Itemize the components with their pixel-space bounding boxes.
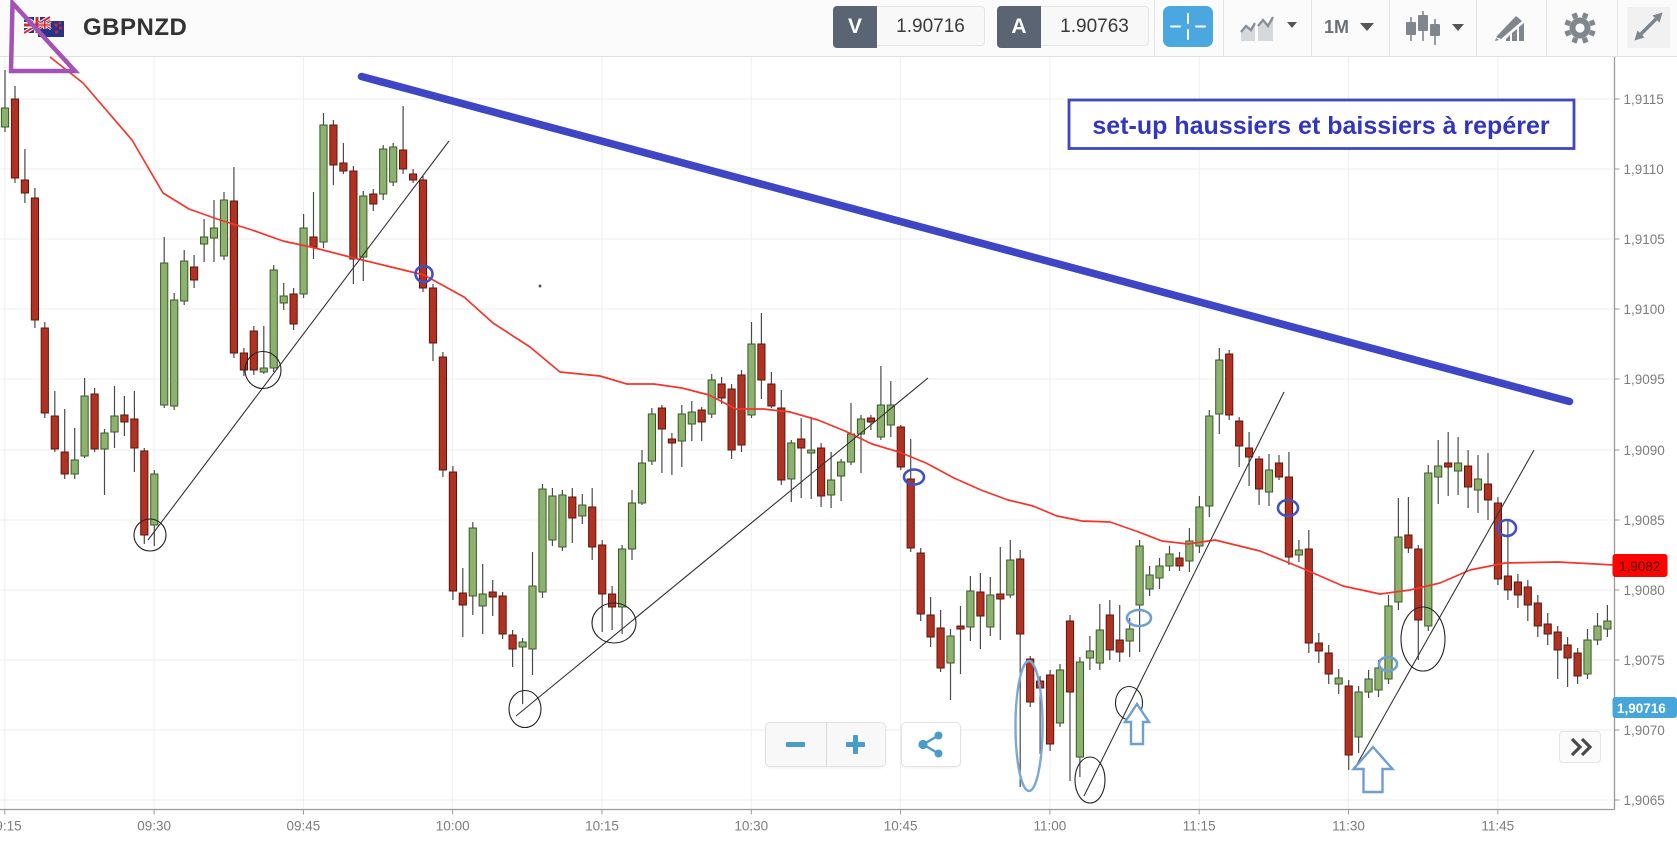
svg-text:11:00: 11:00	[1034, 819, 1067, 834]
svg-text:1,9100: 1,9100	[1624, 302, 1665, 317]
svg-text:1,9090: 1,9090	[1624, 443, 1665, 458]
svg-text:1,9065: 1,9065	[1624, 793, 1665, 808]
svg-text:1,9075: 1,9075	[1624, 653, 1665, 668]
svg-text:1,9115: 1,9115	[1624, 92, 1664, 107]
svg-text:1,90716: 1,90716	[1617, 701, 1666, 716]
svg-text:11:30: 11:30	[1332, 819, 1365, 834]
svg-text:1,9080: 1,9080	[1624, 583, 1665, 598]
svg-text:1,9095: 1,9095	[1624, 372, 1665, 387]
svg-text:11:15: 11:15	[1183, 819, 1216, 834]
svg-text:10:45: 10:45	[884, 819, 918, 834]
svg-text:1,9070: 1,9070	[1624, 723, 1665, 738]
svg-text:1,9082: 1,9082	[1619, 559, 1660, 574]
svg-text:1,9085: 1,9085	[1624, 513, 1665, 528]
svg-text:set-up haussiers et baissiers: set-up haussiers et baissiers à repérer	[1092, 112, 1549, 140]
svg-text:10:15: 10:15	[585, 819, 619, 834]
svg-text:10:00: 10:00	[436, 819, 470, 834]
svg-text:1,9110: 1,9110	[1624, 162, 1664, 177]
svg-text:09:45: 09:45	[287, 819, 321, 834]
svg-text:10:30: 10:30	[734, 819, 768, 834]
svg-text:09:30: 09:30	[137, 819, 171, 834]
svg-text:09:15: 09:15	[0, 819, 22, 834]
svg-text:1,9105: 1,9105	[1624, 232, 1665, 247]
svg-text:11:45: 11:45	[1481, 819, 1514, 834]
